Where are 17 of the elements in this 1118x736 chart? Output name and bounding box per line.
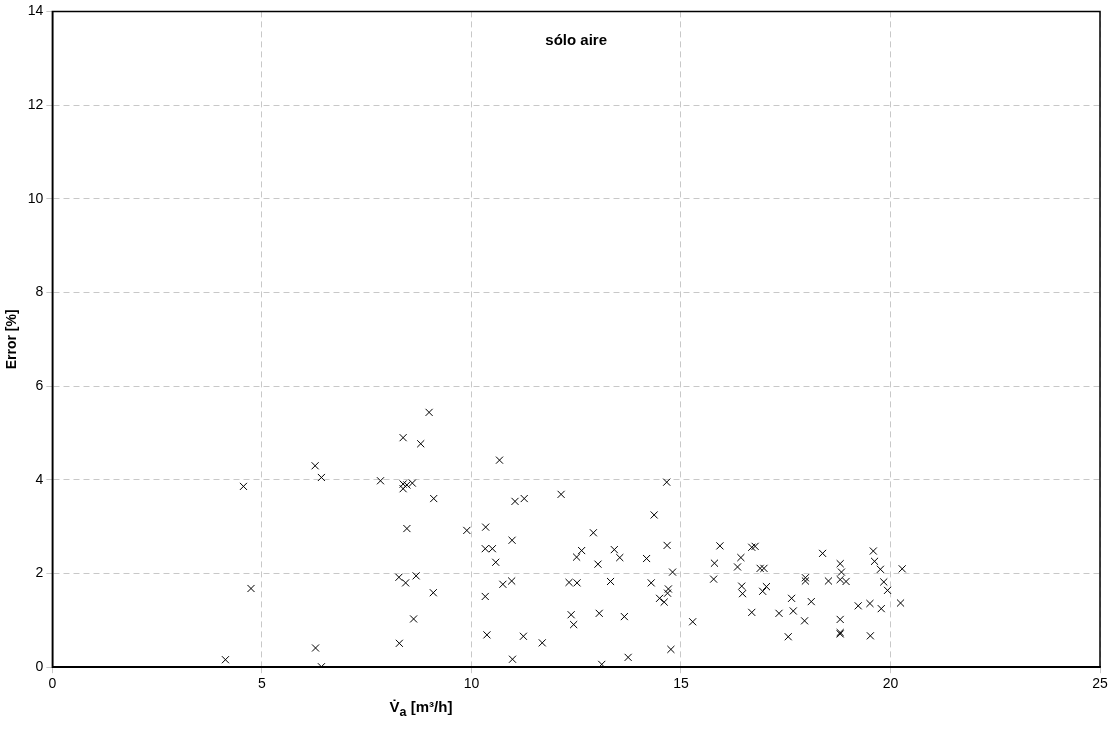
y-axis-title: Error [%] — [3, 309, 20, 370]
x-tick-label: 20 — [882, 675, 899, 692]
y-tick-label: 8 — [35, 283, 44, 300]
y-tick-label: 0 — [35, 658, 44, 675]
x-tick-label: 5 — [258, 675, 266, 692]
x-axis-title: V̇$_{a}$ [m³/h] — [389, 698, 453, 719]
x-tick-label: 0 — [48, 675, 57, 692]
x-tick-label: 15 — [673, 675, 689, 692]
y-tick-label: 2 — [35, 564, 44, 581]
y-tick-label: 10 — [27, 189, 44, 206]
x-tick-label: 25 — [1092, 675, 1108, 692]
y-tick-label: 6 — [35, 377, 44, 393]
y-tick-label: 4 — [35, 470, 44, 487]
y-tick-label: 12 — [27, 95, 44, 112]
y-tick-label: 14 — [27, 2, 44, 19]
x-tick-label: 10 — [463, 675, 480, 692]
annotation: sólo aire — [545, 31, 608, 49]
